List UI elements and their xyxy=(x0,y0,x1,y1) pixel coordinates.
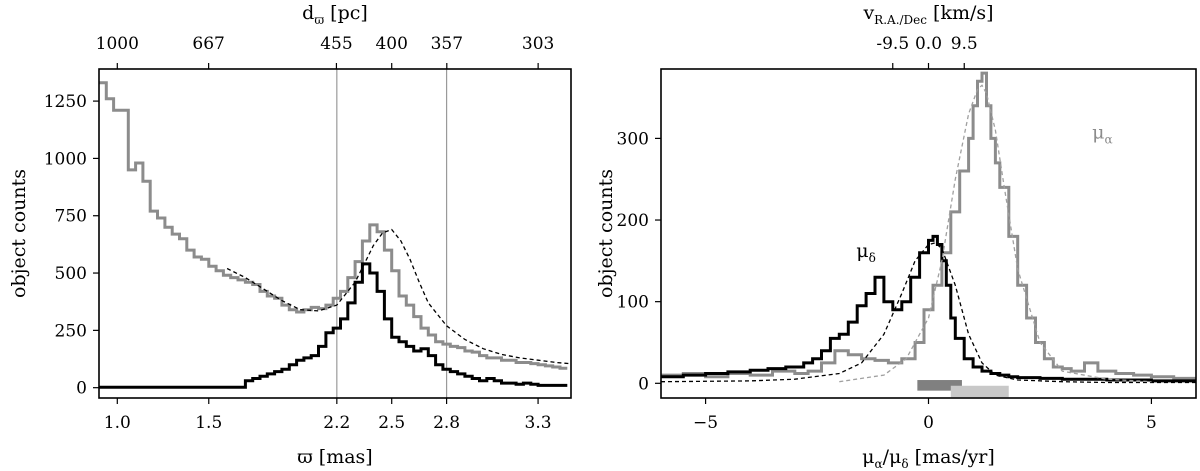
annotation-1-part: μ xyxy=(856,240,868,262)
annotation-0: μα xyxy=(1092,121,1112,146)
right-top-xtick-label-1: 0.0 xyxy=(915,34,942,54)
annotation-1-part: δ xyxy=(869,251,876,265)
right-series-3-fit-curve xyxy=(839,84,1152,383)
right-top-axis-label: vR.A./Dec [km/s] xyxy=(862,2,993,27)
right-x-axis-label-part: μ xyxy=(862,446,874,468)
left-ytick-label-2: 500 xyxy=(55,264,87,284)
right-series-2-fit-curve xyxy=(661,242,1196,384)
right-series-group xyxy=(661,71,1196,398)
right-xtick-label-0: −5 xyxy=(693,413,718,433)
left-ytick-label-5: 1250 xyxy=(44,92,87,112)
left-top-axis-label: dϖ [pc] xyxy=(302,2,368,27)
left-ytick-label-1: 250 xyxy=(55,321,87,341)
right-series-0-histogram xyxy=(661,71,1196,380)
left-plot-frame xyxy=(98,68,572,399)
right-x-axis-label: μα/μδ [mas/yr] xyxy=(862,446,995,471)
right-series-1-histogram xyxy=(661,234,1196,383)
left-top-xtick-label-4: 357 xyxy=(431,34,463,54)
right-ytick-label-3: 300 xyxy=(617,129,649,149)
right-top-xtick-label-2: 9.5 xyxy=(951,34,978,54)
left-xtick-label-5: 3.3 xyxy=(525,413,552,433)
right-top-axis-label-part: [km/s] xyxy=(927,2,994,24)
annotation-1: μδ xyxy=(856,240,876,265)
left-x-axis-label: ϖ [mas] xyxy=(297,446,372,468)
left-top-xtick-label-3: 400 xyxy=(375,34,407,54)
right-x-axis-label-part: [mas/yr] xyxy=(909,446,995,468)
left-series-0-histogram xyxy=(99,81,568,370)
left-top-xtick-label-5: 303 xyxy=(522,34,554,54)
left-top-axis-label-part: [pc] xyxy=(324,2,368,24)
left-top-axis-label-part: ϖ xyxy=(314,13,324,27)
right-y-axis-label: object counts xyxy=(595,169,617,298)
left-xtick-label-2: 2.2 xyxy=(323,413,350,433)
left-top-xtick-label-0: 1000 xyxy=(96,34,139,54)
left-panel-parallax-histogram: 1.0 1.5 2.2 2.5 2.8 3.3 0 250 500 750 1000 1250 1000… xyxy=(8,2,572,468)
velocity-band-1 xyxy=(950,385,1009,398)
left-series-1-histogram xyxy=(99,262,568,389)
left-top-axis-label-part: d xyxy=(302,2,314,24)
left-xtick-label-0: 1.0 xyxy=(104,413,131,433)
left-y-axis-label: object counts xyxy=(8,169,30,298)
left-top-xtick-label-2: 455 xyxy=(320,34,352,54)
left-xtick-label-3: 2.5 xyxy=(378,413,405,433)
annotation-0-part: α xyxy=(1105,132,1113,146)
left-top-xtick-label-1: 667 xyxy=(192,34,224,54)
left-ytick-label-4: 1000 xyxy=(44,149,87,169)
right-x-axis-label-part: δ xyxy=(901,457,908,471)
left-series-group xyxy=(99,81,570,389)
left-xtick-label-1: 1.5 xyxy=(195,413,222,433)
right-top-xtick-label-0: -9.5 xyxy=(876,34,909,54)
right-xtick-label-2: 5 xyxy=(1146,413,1157,433)
left-series-2-fit-curve xyxy=(226,228,570,365)
left-ytick-label-3: 750 xyxy=(55,207,87,227)
right-plot-frame xyxy=(660,68,1197,399)
velocity-band-0 xyxy=(917,380,962,391)
annotation-0-part: μ xyxy=(1092,121,1104,143)
right-x-axis-label-part: α xyxy=(875,457,883,471)
right-ytick-label-1: 100 xyxy=(617,293,649,313)
right-x-axis-label-part: /μ xyxy=(883,446,902,468)
right-ytick-label-2: 200 xyxy=(617,211,649,231)
right-top-axis-label-part: v xyxy=(862,2,874,24)
right-xtick-label-1: 0 xyxy=(923,413,934,433)
left-ytick-label-0: 0 xyxy=(76,379,87,399)
right-ytick-label-0: 0 xyxy=(638,374,649,394)
right-top-axis-label-part: R.A./Dec xyxy=(874,13,927,27)
left-xtick-label-4: 2.8 xyxy=(433,413,460,433)
